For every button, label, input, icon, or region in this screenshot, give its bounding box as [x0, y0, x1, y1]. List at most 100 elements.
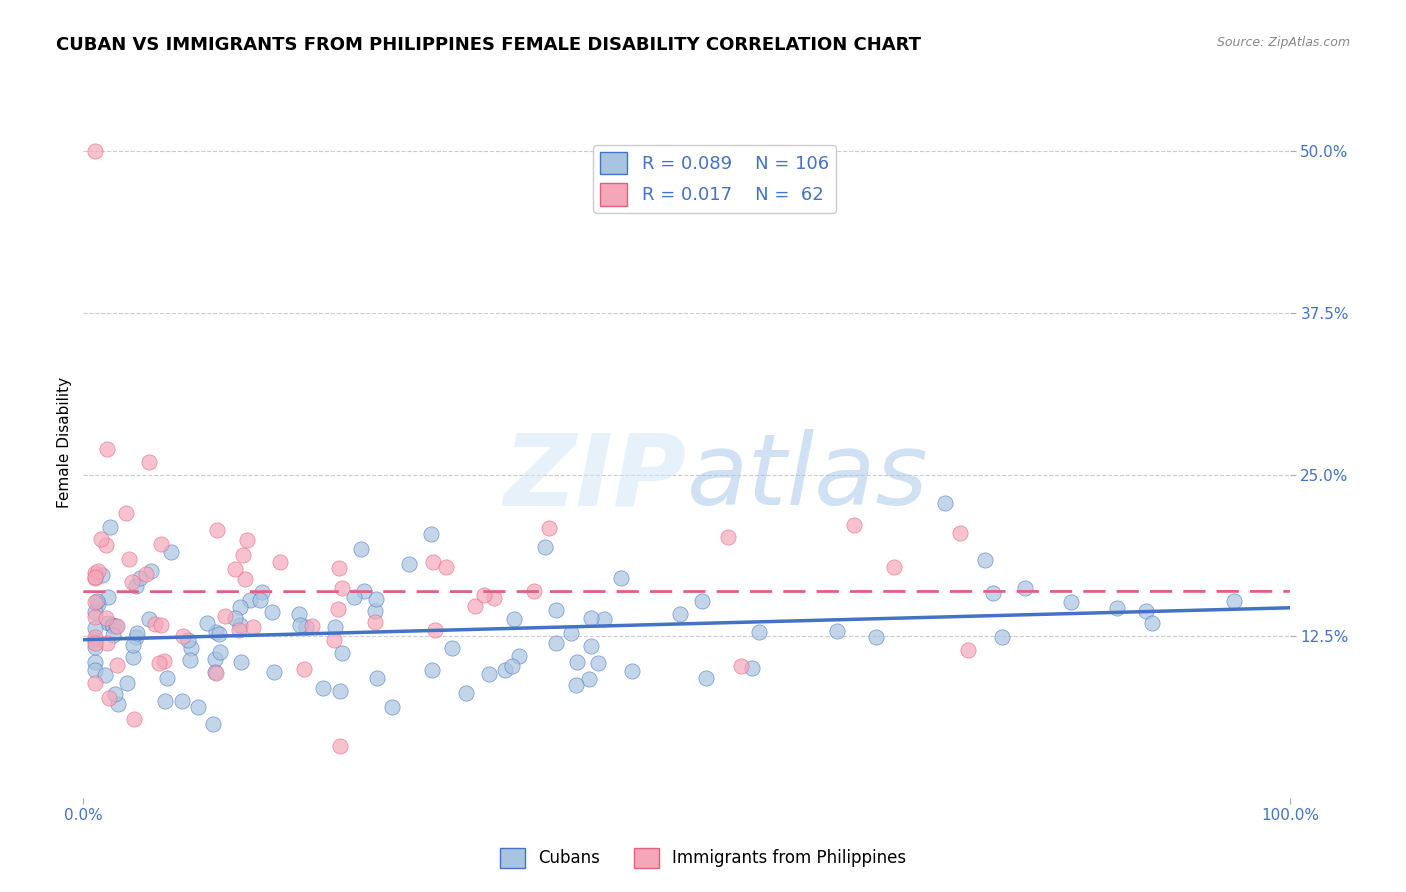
Point: [454, 686, 477, 700]
Point: [160, 545, 183, 559]
Point: [717, 530, 740, 544]
Point: [84, 655, 107, 669]
Point: [565, 678, 588, 692]
Point: [84, 621, 107, 635]
Point: [172, 629, 194, 643]
Point: [101, 628, 124, 642]
Point: [364, 615, 387, 630]
Point: [224, 562, 246, 576]
Point: [104, 619, 127, 633]
Point: [973, 553, 995, 567]
Point: [1105, 601, 1128, 615]
Point: [138, 612, 160, 626]
Point: [366, 591, 388, 606]
Point: [434, 560, 457, 574]
Point: [104, 687, 127, 701]
Point: [149, 618, 172, 632]
Point: [148, 656, 170, 670]
Point: [204, 652, 226, 666]
Point: [380, 699, 402, 714]
Point: [101, 619, 124, 633]
Point: [741, 661, 763, 675]
Point: [135, 567, 157, 582]
Point: [669, 607, 692, 622]
Point: [96, 538, 118, 552]
Point: [187, 700, 209, 714]
Point: [328, 602, 350, 616]
Point: [523, 583, 546, 598]
Point: [730, 659, 752, 673]
Point: [983, 586, 1005, 600]
Point: [90, 532, 112, 546]
Point: [84, 594, 107, 608]
Point: [478, 667, 501, 681]
Point: [84, 566, 107, 581]
Point: [292, 662, 315, 676]
Point: [172, 693, 194, 707]
Point: [87, 597, 110, 611]
Point: [179, 653, 201, 667]
Point: [883, 560, 905, 574]
Point: [288, 607, 311, 621]
Point: [546, 636, 568, 650]
Point: [122, 649, 145, 664]
Point: [125, 579, 148, 593]
Point: [229, 655, 252, 669]
Point: [96, 635, 118, 649]
Point: [177, 633, 200, 648]
Point: [115, 675, 138, 690]
Point: [138, 455, 160, 469]
Point: [249, 593, 271, 607]
Text: Source: ZipAtlas.com: Source: ZipAtlas.com: [1216, 36, 1350, 49]
Point: [242, 620, 264, 634]
Point: [84, 630, 107, 644]
Point: [502, 612, 524, 626]
Text: atlas: atlas: [686, 429, 928, 526]
Point: [214, 609, 236, 624]
Point: [98, 690, 121, 705]
Point: [232, 548, 254, 562]
Point: [180, 640, 202, 655]
Point: [263, 665, 285, 680]
Point: [98, 519, 121, 533]
Point: [107, 698, 129, 712]
Point: [229, 618, 252, 632]
Point: [1059, 595, 1081, 609]
Point: [544, 603, 567, 617]
Point: [328, 683, 350, 698]
Point: [472, 588, 495, 602]
Point: [96, 442, 118, 456]
Point: [422, 555, 444, 569]
Point: [398, 557, 420, 571]
Point: [366, 672, 388, 686]
Point: [141, 564, 163, 578]
Point: [420, 664, 443, 678]
Point: [125, 631, 148, 645]
Point: [329, 739, 352, 753]
Point: [441, 640, 464, 655]
Point: [695, 671, 717, 685]
Point: [84, 632, 107, 647]
Point: [143, 617, 166, 632]
Point: [207, 524, 229, 538]
Point: [204, 665, 226, 679]
Point: [84, 663, 107, 677]
Point: [560, 626, 582, 640]
Point: [690, 594, 713, 608]
Point: [97, 616, 120, 631]
Point: [84, 144, 107, 158]
Point: [269, 555, 291, 569]
Point: [343, 591, 366, 605]
Point: [86, 594, 108, 608]
Point: [124, 712, 146, 726]
Point: [260, 605, 283, 619]
Point: [501, 659, 523, 673]
Text: CUBAN VS IMMIGRANTS FROM PHILIPPINES FEMALE DISABILITY CORRELATION CHART: CUBAN VS IMMIGRANTS FROM PHILIPPINES FEM…: [56, 36, 921, 54]
Point: [205, 665, 228, 680]
Point: [578, 673, 600, 687]
Point: [295, 620, 318, 634]
Point: [250, 585, 273, 599]
Point: [84, 570, 107, 584]
Point: [239, 593, 262, 607]
Point: [311, 681, 333, 695]
